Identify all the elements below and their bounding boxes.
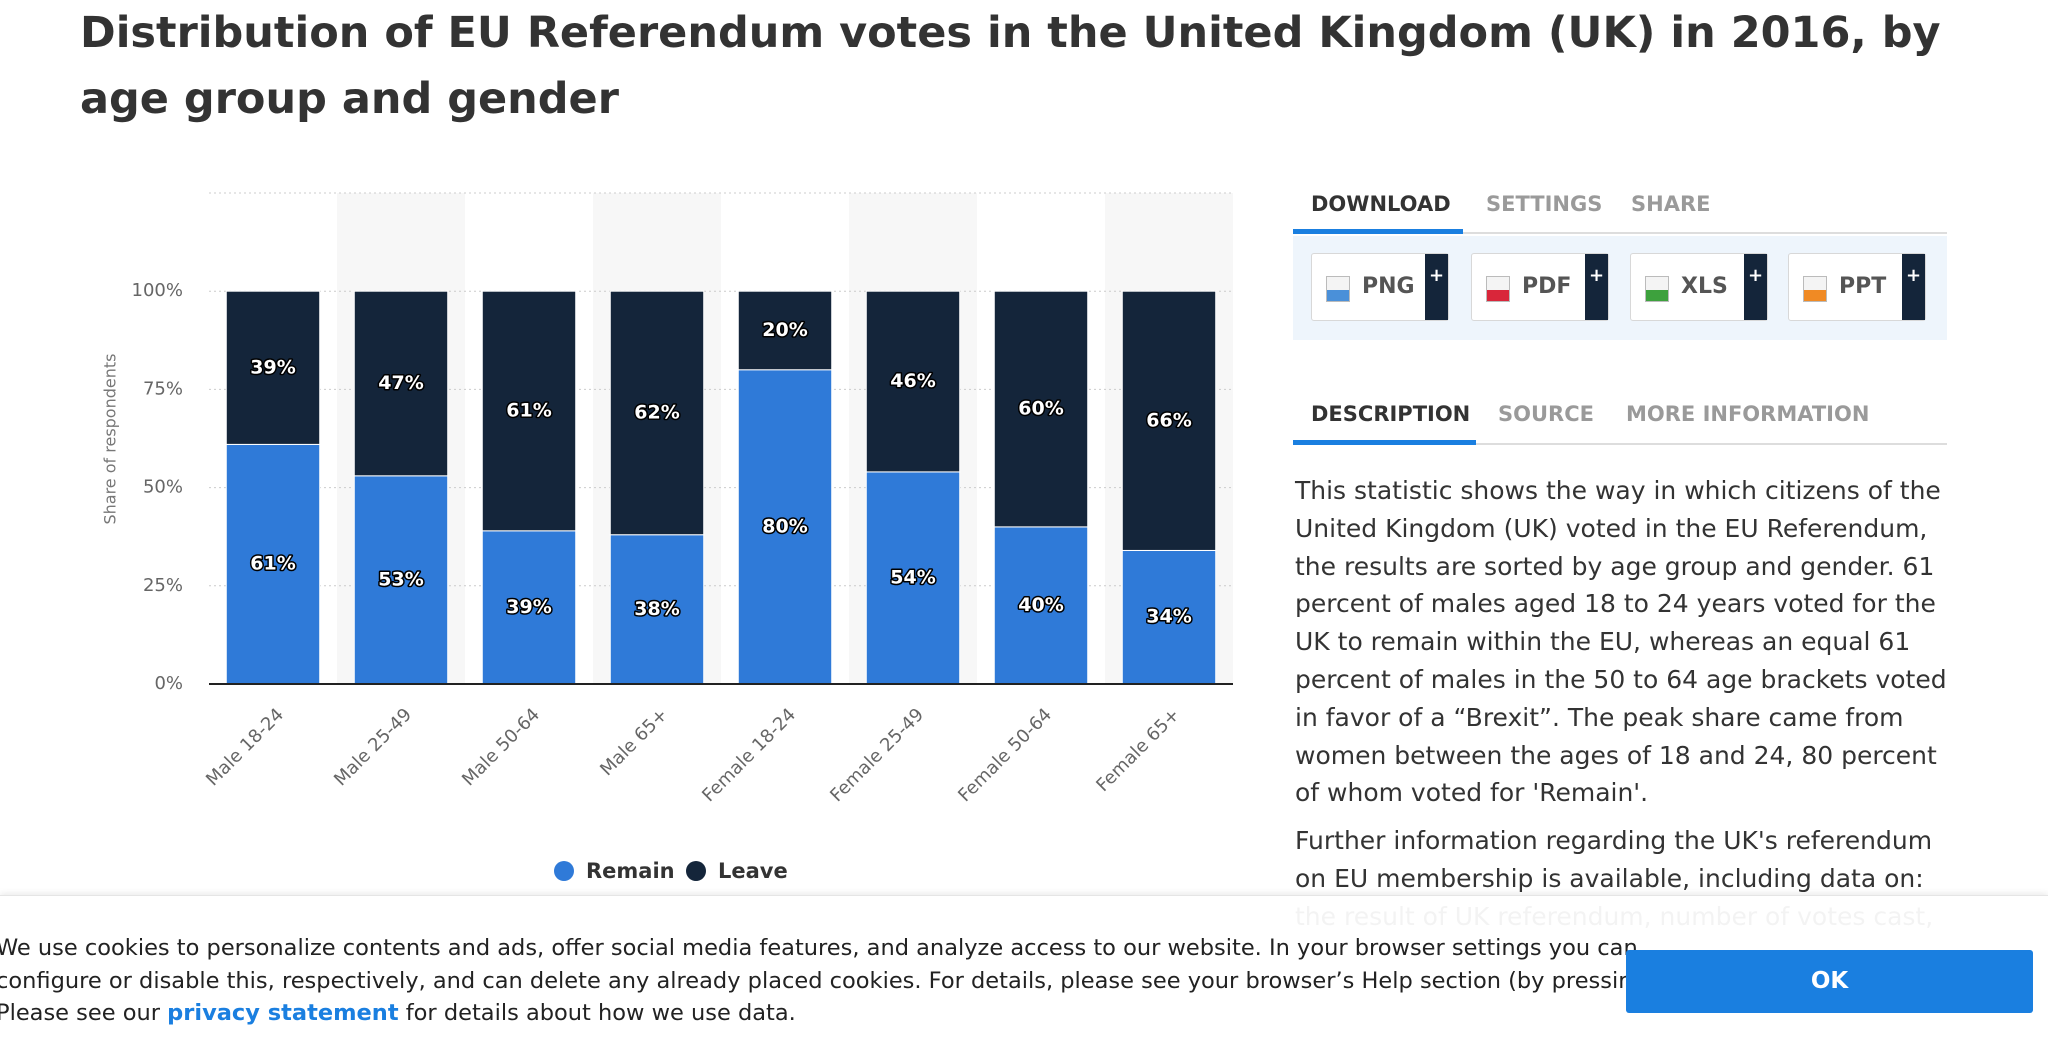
data-label: 80% xyxy=(762,515,807,537)
file-icon xyxy=(1645,276,1669,302)
tab-active-bar xyxy=(1293,440,1476,445)
legend-marker xyxy=(686,861,706,881)
data-label: 61% xyxy=(506,400,551,422)
description-tab[interactable]: SOURCE xyxy=(1498,402,1594,426)
button-label: PPT xyxy=(1839,274,1887,299)
y-axis-title: Share of respondents xyxy=(101,353,120,524)
cookie-line: We use cookies to personalize contents a… xyxy=(0,935,1638,961)
bar-segment xyxy=(609,290,705,536)
x-tick-label: Male 50-64 xyxy=(458,704,544,790)
download-button[interactable]: XLS + xyxy=(1630,253,1768,321)
tab-rule xyxy=(1293,443,1947,445)
button-plus: + xyxy=(1902,254,1925,320)
button-plus: + xyxy=(1744,254,1767,320)
data-label: 46% xyxy=(890,370,935,392)
chart: 0% 25% 50% 75% 100% Share of respondents 61% 39… xyxy=(101,192,1233,883)
data-label: 38% xyxy=(634,598,679,620)
description: This statistic shows the way in which ci… xyxy=(1295,472,1955,936)
x-tick-label: Male 18-24 xyxy=(202,704,288,790)
button-label: PDF xyxy=(1522,274,1572,299)
ok-button[interactable]: OK xyxy=(1626,950,2033,1013)
bar-segment xyxy=(1121,290,1217,551)
x-tick-label: Male 25-49 xyxy=(330,704,416,790)
y-tick-label: 25% xyxy=(143,575,183,596)
privacy-link[interactable]: privacy statement xyxy=(167,1000,399,1026)
file-icon xyxy=(1486,276,1510,302)
legend-marker xyxy=(554,861,574,881)
button-label: XLS xyxy=(1681,274,1728,299)
data-label: 34% xyxy=(1146,606,1191,628)
bar-segment xyxy=(481,530,577,685)
x-tick-label: Female 65+ xyxy=(1092,704,1184,796)
download-tab[interactable]: SETTINGS xyxy=(1486,192,1603,216)
button-plus: + xyxy=(1425,254,1448,320)
bar-segment xyxy=(993,526,1089,685)
data-label: 40% xyxy=(1018,594,1063,616)
bar-segment xyxy=(993,290,1089,528)
bar-segment xyxy=(353,475,449,685)
data-label: 20% xyxy=(762,319,807,341)
data-label: 53% xyxy=(378,568,423,590)
button-plus: + xyxy=(1585,254,1608,320)
data-label: 66% xyxy=(1146,409,1191,431)
legend-label: Remain xyxy=(586,859,675,883)
bar-segment xyxy=(225,290,321,445)
description-paragraph: This statistic shows the way in which ci… xyxy=(1295,476,1947,808)
file-icon xyxy=(1803,276,1827,302)
page-title: Distribution of EU Referendum votes in t… xyxy=(80,8,1941,124)
y-tick-label: 0% xyxy=(154,673,183,694)
data-label: 60% xyxy=(1018,398,1063,420)
download-button[interactable]: PNG + xyxy=(1311,253,1449,321)
bar-segment xyxy=(1121,549,1217,685)
bar-segment xyxy=(865,290,961,473)
tab-rule xyxy=(1293,232,1947,234)
data-label: 61% xyxy=(250,553,295,575)
data-label: 54% xyxy=(890,566,935,588)
x-tick-label: Male 65+ xyxy=(596,704,672,780)
cookie-line: configure or disable this, respectively,… xyxy=(0,967,1698,994)
bar-segment xyxy=(865,471,961,685)
cookie-text: We use cookies to personalize contents a… xyxy=(0,932,1697,1030)
y-tick-label: 50% xyxy=(143,477,183,498)
button-label: PNG xyxy=(1362,274,1415,299)
cookie-text-part: for details about how we use data. xyxy=(398,1000,796,1026)
download-tab[interactable]: SHARE xyxy=(1631,192,1711,216)
bar-segment xyxy=(609,534,705,685)
cookie-line: Please see our privacy statement for det… xyxy=(0,997,1697,1030)
x-tick-label: Female 50-64 xyxy=(954,704,1056,806)
download-button[interactable]: PPT + xyxy=(1788,253,1926,321)
cookie-text-part: Please see our xyxy=(0,1000,168,1026)
description-tab[interactable]: MORE INFORMATION xyxy=(1626,402,1870,426)
bar-segment xyxy=(737,290,833,371)
data-label: 39% xyxy=(506,596,551,618)
data-label: 39% xyxy=(250,356,295,378)
bar-segment xyxy=(737,369,833,685)
x-tick-label: Female 25-49 xyxy=(826,704,928,806)
download-button[interactable]: PDF + xyxy=(1471,253,1609,321)
data-label: 47% xyxy=(378,372,423,394)
description-tab[interactable]: DESCRIPTION xyxy=(1311,402,1471,426)
tab-active-bar xyxy=(1293,229,1463,234)
legend-label: Leave xyxy=(718,859,788,883)
bar-segment xyxy=(481,290,577,532)
file-icon xyxy=(1326,276,1350,302)
x-tick-label: Female 18-24 xyxy=(698,704,800,806)
y-tick-label: 75% xyxy=(143,378,183,399)
data-label: 62% xyxy=(634,401,679,423)
bar-segment xyxy=(353,290,449,477)
y-tick-label: 100% xyxy=(132,280,183,301)
download-tab[interactable]: DOWNLOAD xyxy=(1311,192,1451,216)
cookie-banner: We use cookies to personalize contents a… xyxy=(0,895,2048,1044)
